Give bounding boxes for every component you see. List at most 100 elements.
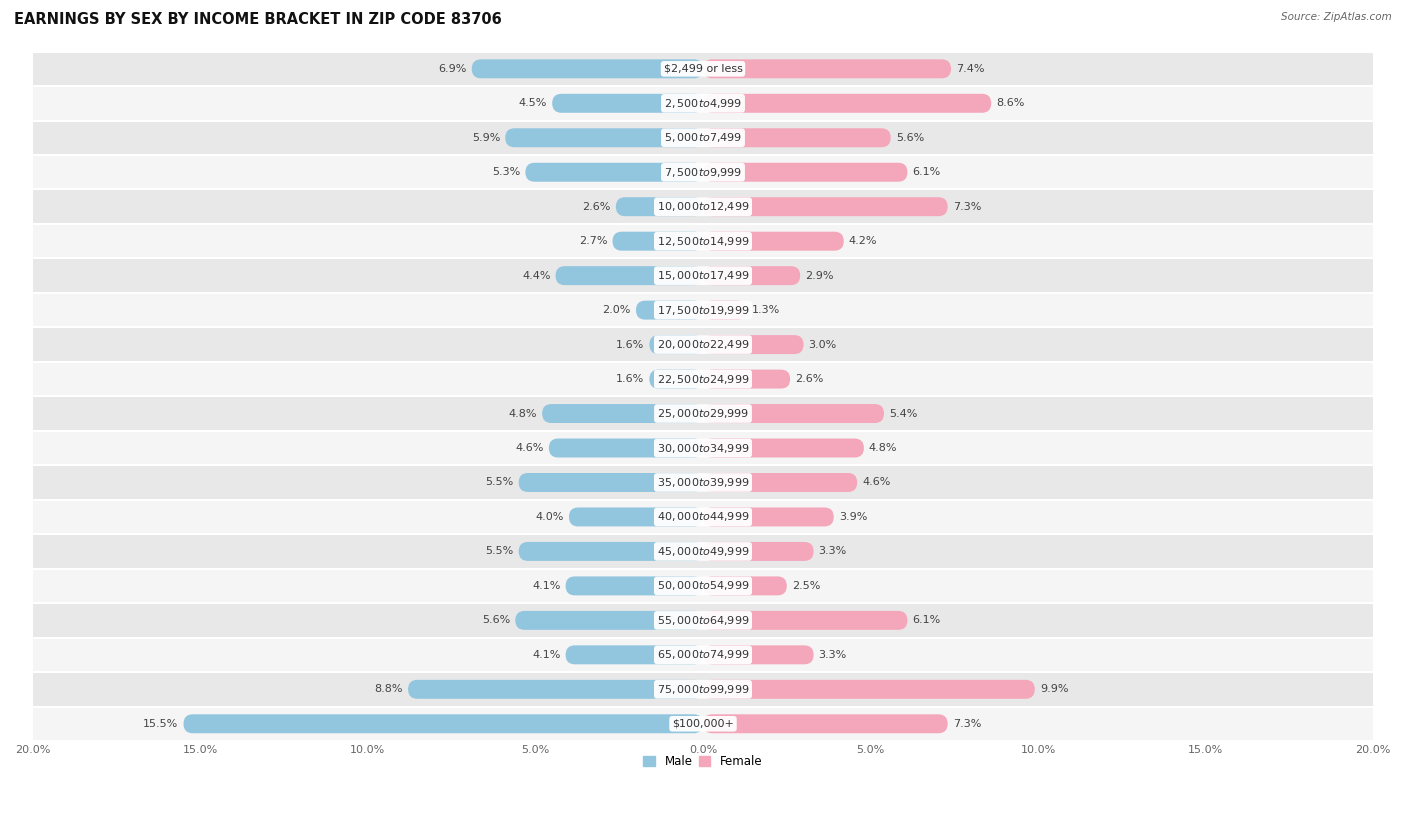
FancyBboxPatch shape	[519, 542, 703, 561]
FancyBboxPatch shape	[616, 198, 703, 216]
Text: 5.3%: 5.3%	[492, 167, 520, 177]
Text: 4.8%: 4.8%	[509, 409, 537, 419]
Text: $30,000 to $34,999: $30,000 to $34,999	[657, 441, 749, 454]
FancyBboxPatch shape	[543, 404, 703, 423]
Text: 6.9%: 6.9%	[439, 64, 467, 74]
Text: 5.5%: 5.5%	[485, 477, 513, 488]
FancyBboxPatch shape	[565, 576, 703, 595]
FancyBboxPatch shape	[703, 335, 804, 354]
Text: 4.0%: 4.0%	[536, 512, 564, 522]
Text: 3.9%: 3.9%	[839, 512, 868, 522]
Text: 3.3%: 3.3%	[818, 546, 846, 556]
FancyBboxPatch shape	[703, 93, 991, 113]
FancyBboxPatch shape	[555, 266, 703, 285]
Bar	[32, 534, 1374, 568]
FancyBboxPatch shape	[703, 266, 800, 285]
Bar	[32, 293, 1374, 328]
Text: 2.0%: 2.0%	[603, 305, 631, 315]
FancyBboxPatch shape	[569, 507, 703, 527]
FancyBboxPatch shape	[703, 680, 1035, 699]
Text: 8.8%: 8.8%	[374, 685, 404, 694]
Bar	[32, 120, 1374, 155]
Bar	[32, 224, 1374, 259]
Bar	[32, 155, 1374, 189]
Text: 9.9%: 9.9%	[1040, 685, 1069, 694]
Text: 2.9%: 2.9%	[806, 271, 834, 280]
Text: $22,500 to $24,999: $22,500 to $24,999	[657, 372, 749, 385]
FancyBboxPatch shape	[650, 370, 703, 389]
Text: $35,000 to $39,999: $35,000 to $39,999	[657, 476, 749, 489]
Bar	[32, 568, 1374, 603]
FancyBboxPatch shape	[703, 198, 948, 216]
Text: $25,000 to $29,999: $25,000 to $29,999	[657, 407, 749, 420]
Text: $50,000 to $54,999: $50,000 to $54,999	[657, 580, 749, 593]
Text: 15.5%: 15.5%	[143, 719, 179, 728]
FancyBboxPatch shape	[703, 59, 950, 78]
Text: 4.5%: 4.5%	[519, 98, 547, 108]
Text: $45,000 to $49,999: $45,000 to $49,999	[657, 545, 749, 558]
Bar	[32, 500, 1374, 534]
FancyBboxPatch shape	[703, 128, 890, 147]
Text: 1.6%: 1.6%	[616, 374, 644, 384]
FancyBboxPatch shape	[703, 438, 863, 458]
FancyBboxPatch shape	[650, 335, 703, 354]
Text: 5.5%: 5.5%	[485, 546, 513, 556]
FancyBboxPatch shape	[703, 370, 790, 389]
Text: $55,000 to $64,999: $55,000 to $64,999	[657, 614, 749, 627]
FancyBboxPatch shape	[703, 473, 858, 492]
Bar	[32, 396, 1374, 431]
Bar	[32, 603, 1374, 637]
FancyBboxPatch shape	[184, 715, 703, 733]
Text: Source: ZipAtlas.com: Source: ZipAtlas.com	[1281, 12, 1392, 22]
Text: $75,000 to $99,999: $75,000 to $99,999	[657, 683, 749, 696]
FancyBboxPatch shape	[613, 232, 703, 250]
Text: 7.4%: 7.4%	[956, 64, 984, 74]
FancyBboxPatch shape	[703, 542, 814, 561]
FancyBboxPatch shape	[703, 404, 884, 423]
Text: 6.1%: 6.1%	[912, 615, 941, 625]
FancyBboxPatch shape	[703, 507, 834, 527]
Text: 2.5%: 2.5%	[792, 581, 820, 591]
Text: $65,000 to $74,999: $65,000 to $74,999	[657, 648, 749, 661]
Bar	[32, 51, 1374, 86]
Text: $2,500 to $4,999: $2,500 to $4,999	[664, 97, 742, 110]
Bar	[32, 637, 1374, 672]
Text: $2,499 or less: $2,499 or less	[664, 64, 742, 74]
Text: $7,500 to $9,999: $7,500 to $9,999	[664, 166, 742, 179]
Text: 4.8%: 4.8%	[869, 443, 897, 453]
Text: 4.1%: 4.1%	[533, 581, 561, 591]
FancyBboxPatch shape	[472, 59, 703, 78]
Text: 1.6%: 1.6%	[616, 340, 644, 350]
FancyBboxPatch shape	[636, 301, 703, 320]
Text: $5,000 to $7,499: $5,000 to $7,499	[664, 131, 742, 144]
Text: 1.3%: 1.3%	[752, 305, 780, 315]
FancyBboxPatch shape	[703, 646, 814, 664]
Text: 5.6%: 5.6%	[896, 133, 924, 143]
FancyBboxPatch shape	[408, 680, 703, 699]
Text: 4.6%: 4.6%	[516, 443, 544, 453]
Text: 3.3%: 3.3%	[818, 650, 846, 660]
FancyBboxPatch shape	[526, 163, 703, 182]
Text: EARNINGS BY SEX BY INCOME BRACKET IN ZIP CODE 83706: EARNINGS BY SEX BY INCOME BRACKET IN ZIP…	[14, 12, 502, 27]
Text: 7.3%: 7.3%	[953, 202, 981, 211]
Text: 8.6%: 8.6%	[997, 98, 1025, 108]
Text: 4.4%: 4.4%	[522, 271, 551, 280]
Legend: Male, Female: Male, Female	[638, 750, 768, 773]
Bar	[32, 362, 1374, 396]
Bar	[32, 465, 1374, 500]
Text: 4.1%: 4.1%	[533, 650, 561, 660]
FancyBboxPatch shape	[553, 93, 703, 113]
Text: $40,000 to $44,999: $40,000 to $44,999	[657, 511, 749, 524]
Text: 5.9%: 5.9%	[472, 133, 501, 143]
Text: 2.7%: 2.7%	[579, 237, 607, 246]
FancyBboxPatch shape	[505, 128, 703, 147]
Text: 2.6%: 2.6%	[796, 374, 824, 384]
Text: 7.3%: 7.3%	[953, 719, 981, 728]
Text: $15,000 to $17,499: $15,000 to $17,499	[657, 269, 749, 282]
FancyBboxPatch shape	[516, 611, 703, 630]
FancyBboxPatch shape	[703, 715, 948, 733]
Text: $17,500 to $19,999: $17,500 to $19,999	[657, 303, 749, 316]
Text: 6.1%: 6.1%	[912, 167, 941, 177]
Text: 2.6%: 2.6%	[582, 202, 610, 211]
FancyBboxPatch shape	[703, 611, 907, 630]
